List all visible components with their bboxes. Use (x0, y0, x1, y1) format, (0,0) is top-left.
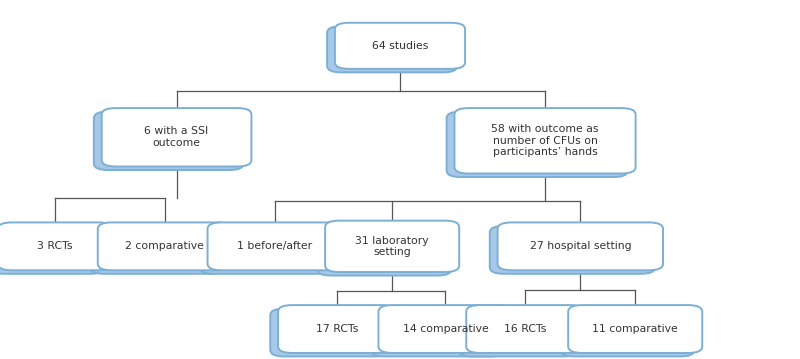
Text: 58 with outcome as
number of CFUs on
participants’ hands: 58 with outcome as number of CFUs on par… (491, 124, 598, 157)
FancyBboxPatch shape (318, 224, 451, 276)
FancyBboxPatch shape (207, 223, 342, 270)
Text: 64 studies: 64 studies (372, 41, 428, 51)
FancyBboxPatch shape (98, 223, 232, 270)
FancyBboxPatch shape (270, 309, 389, 356)
FancyBboxPatch shape (498, 223, 663, 270)
Text: 16 RCTs: 16 RCTs (504, 324, 546, 334)
Text: 2 comparative: 2 comparative (126, 241, 204, 251)
FancyBboxPatch shape (466, 305, 585, 353)
FancyBboxPatch shape (102, 108, 251, 167)
FancyBboxPatch shape (446, 112, 628, 177)
Text: 27 hospital setting: 27 hospital setting (530, 241, 631, 251)
Text: 3 RCTs: 3 RCTs (38, 241, 73, 251)
FancyBboxPatch shape (454, 108, 635, 173)
Text: 17 RCTs: 17 RCTs (316, 324, 358, 334)
FancyBboxPatch shape (370, 309, 505, 356)
Text: 11 comparative: 11 comparative (592, 324, 678, 334)
FancyBboxPatch shape (0, 223, 112, 270)
FancyBboxPatch shape (458, 309, 577, 356)
Text: 6 with a SSI
outcome: 6 with a SSI outcome (145, 126, 209, 148)
Text: 14 comparative: 14 comparative (402, 324, 488, 334)
FancyBboxPatch shape (568, 305, 702, 353)
FancyBboxPatch shape (560, 309, 694, 356)
FancyBboxPatch shape (278, 305, 397, 353)
Text: 31 laboratory
setting: 31 laboratory setting (355, 236, 429, 257)
FancyBboxPatch shape (490, 226, 655, 274)
FancyBboxPatch shape (94, 112, 243, 170)
FancyBboxPatch shape (0, 226, 105, 274)
FancyBboxPatch shape (325, 221, 459, 272)
FancyBboxPatch shape (90, 226, 224, 274)
FancyBboxPatch shape (335, 23, 465, 69)
FancyBboxPatch shape (200, 226, 334, 274)
FancyBboxPatch shape (378, 305, 513, 353)
Text: 1 before/after: 1 before/after (237, 241, 312, 251)
FancyBboxPatch shape (327, 26, 458, 73)
